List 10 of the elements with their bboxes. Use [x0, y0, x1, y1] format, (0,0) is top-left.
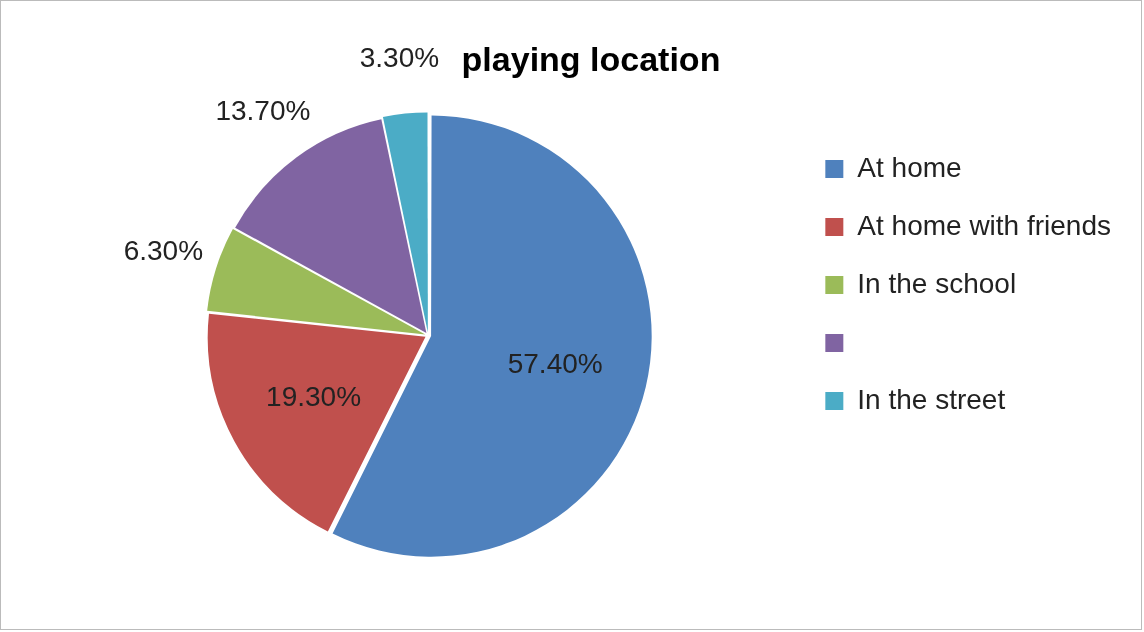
data-label: 19.30%: [266, 380, 362, 412]
data-label: 6.30%: [123, 234, 204, 266]
legend-label: At home with friends: [857, 209, 1111, 241]
data-label: 13.70%: [215, 95, 311, 127]
legend-label: In the street: [857, 383, 1006, 415]
data-label: 3.30%: [359, 42, 440, 74]
data-label: 57.40%: [507, 348, 603, 380]
legend-label: At home: [857, 151, 962, 183]
legend-label: In the school: [857, 267, 1017, 299]
chart-title: playing location: [461, 39, 721, 78]
